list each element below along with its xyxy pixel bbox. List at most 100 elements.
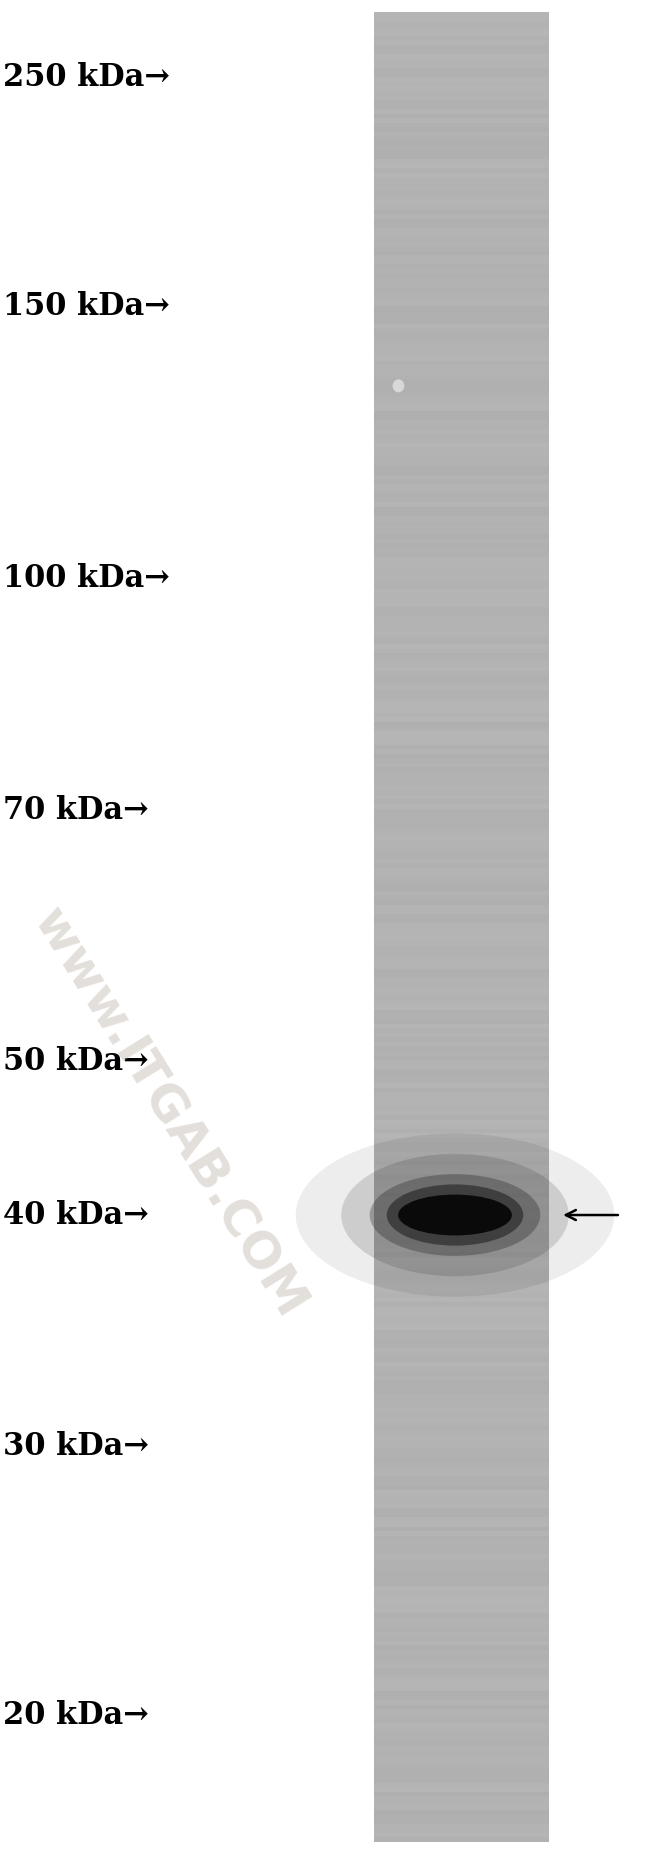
- Bar: [374, 1059, 549, 1065]
- Text: 50 kDa→: 50 kDa→: [3, 1046, 149, 1076]
- Bar: [374, 1727, 549, 1733]
- Bar: [374, 1439, 549, 1445]
- Bar: [374, 1490, 549, 1495]
- Bar: [374, 940, 549, 946]
- Bar: [374, 1000, 549, 1005]
- Bar: [374, 1356, 549, 1362]
- Bar: [374, 662, 549, 666]
- Bar: [374, 506, 549, 512]
- Bar: [374, 625, 549, 631]
- Bar: [374, 369, 549, 375]
- Bar: [374, 1100, 549, 1106]
- Bar: [374, 1324, 549, 1330]
- Bar: [374, 1658, 549, 1664]
- Bar: [374, 85, 549, 91]
- Bar: [374, 378, 549, 384]
- Bar: [374, 1681, 549, 1686]
- Bar: [374, 1584, 549, 1590]
- Bar: [374, 1740, 549, 1746]
- Bar: [374, 1096, 549, 1102]
- Bar: [374, 1122, 549, 1128]
- Bar: [374, 1814, 549, 1820]
- Bar: [374, 972, 549, 978]
- Bar: [374, 935, 549, 940]
- Bar: [374, 72, 549, 78]
- Bar: [374, 1365, 549, 1371]
- Bar: [374, 108, 549, 113]
- Bar: [374, 1603, 549, 1608]
- Bar: [374, 382, 549, 388]
- Bar: [374, 825, 549, 831]
- Bar: [374, 1640, 549, 1645]
- Bar: [374, 1183, 549, 1189]
- Bar: [374, 1215, 549, 1221]
- Bar: [374, 1156, 549, 1161]
- Bar: [374, 1590, 549, 1595]
- Bar: [374, 1786, 549, 1792]
- Bar: [374, 1790, 549, 1796]
- Ellipse shape: [393, 378, 404, 391]
- Bar: [374, 675, 549, 681]
- Bar: [374, 534, 549, 538]
- Bar: [374, 853, 549, 859]
- Bar: [374, 1055, 549, 1059]
- Bar: [374, 447, 549, 453]
- Bar: [374, 1091, 549, 1096]
- Bar: [374, 579, 549, 584]
- Bar: [374, 269, 549, 275]
- Ellipse shape: [398, 1195, 512, 1235]
- Bar: [374, 1371, 549, 1376]
- Bar: [374, 310, 549, 315]
- Bar: [374, 968, 549, 974]
- Bar: [374, 1480, 549, 1486]
- Bar: [374, 182, 549, 187]
- Bar: [374, 657, 549, 662]
- Bar: [374, 1493, 549, 1499]
- Bar: [374, 1191, 549, 1196]
- Bar: [374, 204, 549, 210]
- Text: 20 kDa→: 20 kDa→: [3, 1701, 149, 1731]
- Bar: [374, 1456, 549, 1462]
- Bar: [374, 20, 549, 26]
- Bar: [374, 1471, 549, 1477]
- Bar: [374, 1621, 549, 1627]
- Bar: [374, 1818, 549, 1823]
- Bar: [374, 1671, 549, 1677]
- Bar: [374, 360, 549, 365]
- Bar: [374, 126, 549, 132]
- Bar: [374, 226, 549, 232]
- Bar: [374, 781, 549, 787]
- Bar: [374, 1380, 549, 1384]
- Bar: [374, 670, 549, 675]
- Bar: [374, 1406, 549, 1412]
- Bar: [374, 994, 549, 1000]
- Bar: [374, 1443, 549, 1449]
- Bar: [374, 1068, 549, 1074]
- Bar: [374, 423, 549, 429]
- Ellipse shape: [296, 1133, 614, 1297]
- Bar: [374, 926, 549, 931]
- Bar: [374, 1297, 549, 1302]
- Bar: [374, 762, 549, 768]
- Bar: [374, 135, 549, 141]
- Bar: [374, 1287, 549, 1293]
- Bar: [374, 419, 549, 425]
- Bar: [374, 223, 549, 228]
- Bar: [374, 963, 549, 968]
- Bar: [374, 890, 549, 896]
- Bar: [374, 1278, 549, 1284]
- Bar: [374, 987, 549, 992]
- Bar: [374, 716, 549, 722]
- Bar: [374, 844, 549, 850]
- Bar: [374, 959, 549, 965]
- Bar: [374, 1627, 549, 1632]
- Bar: [374, 1749, 549, 1755]
- Bar: [374, 1128, 549, 1133]
- Bar: [374, 163, 549, 169]
- Bar: [374, 364, 549, 369]
- Bar: [374, 1343, 549, 1349]
- Bar: [374, 1362, 549, 1367]
- Bar: [374, 1224, 549, 1230]
- Bar: [374, 410, 549, 416]
- Bar: [374, 1334, 549, 1339]
